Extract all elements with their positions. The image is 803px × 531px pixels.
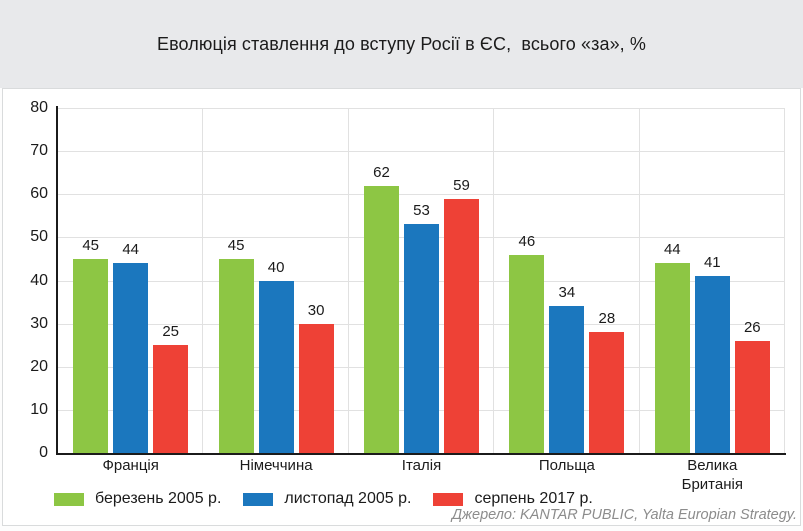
source-note: Джерело: KANTAR PUBLIC, Yalta Europian S… (451, 507, 797, 523)
y-tick-label: 70 (30, 142, 48, 160)
y-tick-label: 60 (30, 185, 48, 203)
bar-value-label: 26 (743, 318, 761, 336)
gridline-vertical (638, 108, 640, 453)
bar (258, 280, 294, 453)
bar (549, 306, 585, 453)
bar (734, 340, 770, 453)
legend-label: серпень 2017 р. (474, 490, 593, 507)
legend-label: листопад 2005 р. (284, 490, 412, 507)
y-tick-label: 10 (30, 400, 48, 418)
legend-item: березень 2005 р. (54, 490, 221, 508)
category-label: Італія (401, 457, 442, 474)
y-tick-label: 50 (30, 228, 48, 246)
gridline-vertical (784, 108, 785, 453)
category-label: Німеччина (239, 457, 313, 474)
bar (694, 276, 730, 453)
gridline-horizontal (58, 151, 785, 153)
bar (298, 323, 334, 453)
legend-swatch (243, 492, 274, 506)
bar-value-label: 59 (453, 176, 470, 194)
gridline-horizontal (58, 108, 785, 109)
bar-value-label: 45 (227, 236, 245, 254)
y-tick-label: 20 (30, 357, 48, 375)
bar-value-label: 46 (518, 232, 536, 250)
bar-value-label: 40 (267, 258, 285, 276)
bar (404, 224, 439, 453)
bar-value-label: 44 (663, 241, 681, 259)
bar-value-label: 45 (82, 236, 100, 254)
plot-area: 45 44 25 45 40 30 62 53 59 46 34 28 44 41 26 (58, 108, 785, 453)
legend-swatch (433, 492, 464, 506)
legend-swatch (54, 492, 84, 506)
bar (509, 254, 545, 453)
category-label: Велика Британія (681, 457, 743, 493)
category-label: Польща (538, 457, 595, 474)
bar (218, 258, 254, 453)
x-axis-line (56, 453, 786, 455)
chart-header: Еволюція ставлення до вступу Росії в ЄС,… (0, 0, 803, 88)
legend-label: березень 2005 р. (95, 490, 222, 507)
y-tick-label: 80 (30, 99, 48, 116)
bar-value-label: 44 (122, 241, 140, 259)
bar (654, 263, 690, 453)
bar (444, 198, 479, 453)
y-axis-line (56, 106, 58, 455)
bar-value-label: 28 (598, 310, 616, 328)
bar-value-label: 53 (413, 202, 430, 220)
bar-value-label: 25 (162, 323, 180, 341)
bar (364, 185, 399, 453)
legend-item: листопад 2005 р. (243, 490, 411, 508)
bar (589, 332, 625, 453)
y-tick-label: 40 (30, 271, 48, 289)
gridline-horizontal (58, 194, 785, 196)
chart-title: Еволюція ставлення до вступу Росії в ЄС,… (156, 33, 646, 54)
bar-value-label: 30 (307, 301, 325, 319)
category-label: Франція (102, 457, 159, 474)
legend-item: серпень 2017 р. (433, 490, 593, 508)
bar-value-label: 41 (703, 254, 721, 272)
gridline-vertical (347, 108, 349, 453)
bar-value-label: 34 (558, 284, 576, 302)
gridline-vertical (202, 108, 204, 453)
bar (153, 345, 189, 453)
bar-value-label: 62 (373, 163, 390, 181)
y-tick-label: 30 (30, 314, 48, 332)
y-tick-label: 0 (39, 444, 48, 461)
bar (113, 263, 149, 453)
bar (73, 258, 109, 453)
gridline-vertical (493, 108, 495, 453)
chart-legend: березень 2005 р. листопад 2005 р. серпень … (54, 490, 615, 508)
